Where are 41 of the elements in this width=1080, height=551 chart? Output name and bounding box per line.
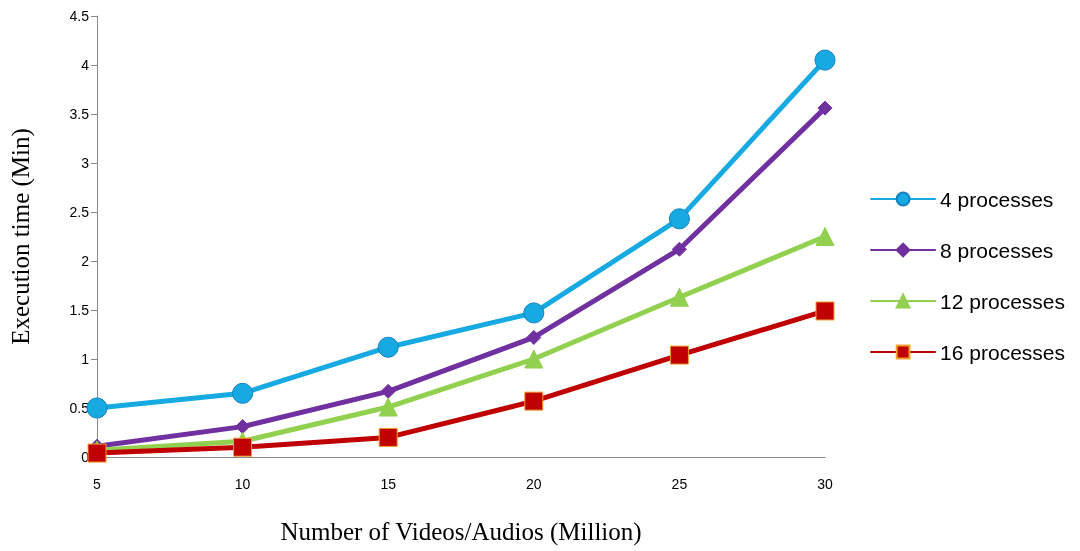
point	[235, 419, 251, 435]
point	[817, 100, 833, 116]
y-tick-label: 4	[81, 57, 90, 73]
legend-label: 4 processes	[940, 187, 1054, 211]
legend-label: 16 processes	[940, 340, 1065, 364]
point	[523, 302, 545, 324]
point	[377, 336, 399, 358]
y-tick-label: 2.5	[69, 204, 90, 220]
point	[524, 349, 544, 369]
point	[378, 427, 398, 447]
y-tick-label: 3.5	[69, 106, 90, 122]
x-tick-label: 5	[93, 476, 102, 492]
x-tick-label: 20	[526, 476, 542, 492]
y-tick-label: 1	[81, 351, 90, 367]
point	[524, 391, 544, 411]
point	[814, 49, 836, 71]
y-axis-title: Execution time (Min)	[7, 128, 35, 345]
point	[671, 241, 687, 257]
point	[526, 329, 542, 345]
point	[380, 383, 396, 399]
x-tick-label: 25	[671, 476, 688, 492]
point	[815, 301, 835, 321]
point	[378, 397, 398, 417]
y-tick-label: 4.5	[69, 8, 90, 24]
x-tick-label: 15	[380, 476, 397, 492]
point	[86, 397, 108, 419]
legend-label: 8 processes	[940, 238, 1054, 262]
x-axis-title: Number of Videos/Audios (Million)	[280, 518, 642, 546]
point	[232, 382, 254, 404]
point	[669, 287, 689, 307]
legend-label: 12 processes	[940, 289, 1065, 313]
y-tick-label: 3	[81, 155, 90, 171]
point	[668, 208, 690, 230]
y-tick-label: 1.5	[69, 302, 90, 318]
y-tick-label: 2	[81, 253, 90, 269]
point	[233, 437, 253, 457]
y-tick-label: 0	[81, 449, 90, 465]
point	[815, 227, 835, 246]
point	[669, 345, 689, 365]
x-tick-label: 10	[234, 476, 251, 492]
x-tick-label: 30	[817, 476, 833, 492]
